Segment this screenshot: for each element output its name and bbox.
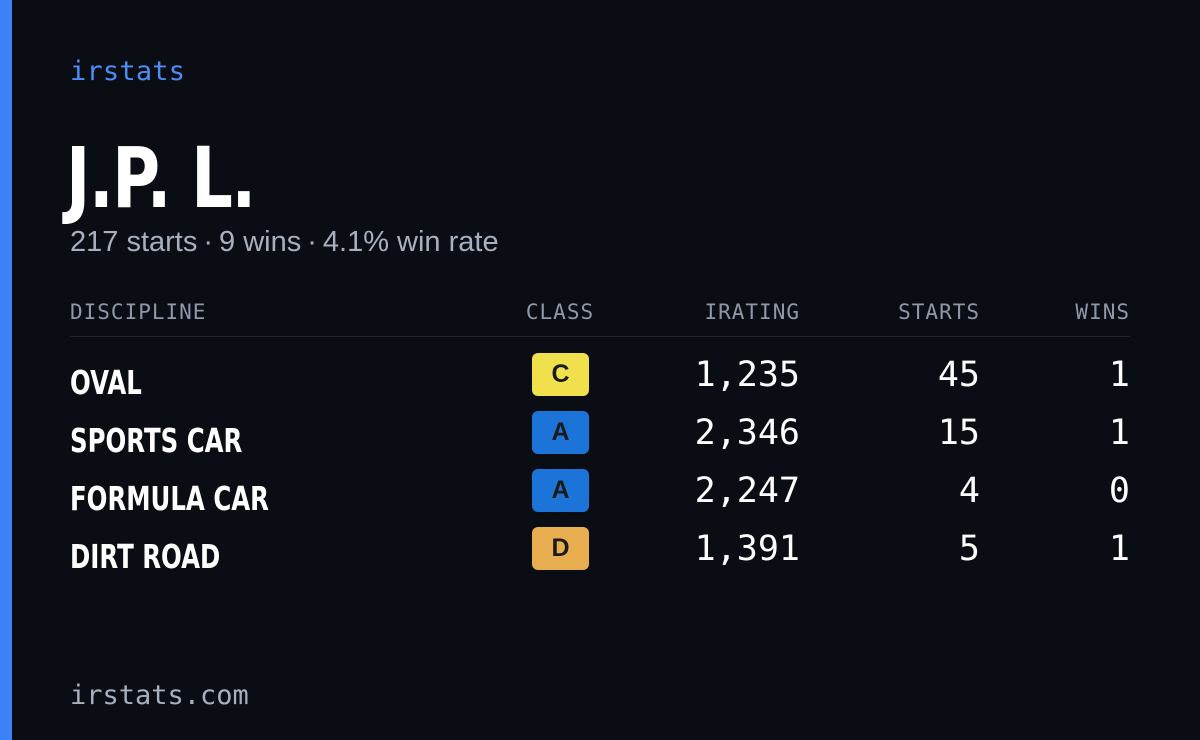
table-row: SPORTS CAR A 2,346 15 1 — [70, 411, 1130, 469]
wins-value: 1 — [1108, 413, 1130, 453]
summary-separator: · — [307, 226, 317, 258]
summary-win-rate: 4.1% win rate — [322, 226, 499, 258]
summary-wins: 9 wins — [219, 226, 302, 258]
table-row: DIRT ROAD D 1,391 5 1 — [70, 527, 1130, 585]
discipline-name: FORMULA CAR — [70, 479, 269, 518]
footer-url[interactable]: irstats.com — [70, 680, 249, 711]
table-header: DISCIPLINE CLASS IRATING STARTS WINS — [70, 296, 1130, 337]
starts-value: 4 — [958, 471, 980, 511]
starts-value: 5 — [958, 529, 980, 569]
header-starts: STARTS — [898, 300, 980, 324]
class-badge: D — [532, 527, 589, 570]
discipline-name: DIRT ROAD — [70, 537, 221, 576]
table-row: FORMULA CAR A 2,247 4 0 — [70, 469, 1130, 527]
class-badge: C — [532, 353, 589, 396]
table-body: OVAL C 1,235 45 1 SPORTS CAR A 2,346 15 … — [70, 353, 1130, 585]
irating-value: 1,391 — [694, 529, 800, 569]
driver-name: J.P. L. — [66, 129, 256, 227]
summary-separator: · — [203, 226, 214, 258]
starts-value: 45 — [937, 355, 980, 395]
header-irating: IRATING — [704, 300, 800, 324]
discipline-name: OVAL — [70, 363, 142, 402]
discipline-name: SPORTS CAR — [70, 421, 243, 460]
header-discipline: DISCIPLINE — [70, 300, 207, 324]
driver-summary: 217 starts · 9 wins · 4.1% win rate — [70, 226, 499, 259]
irating-value: 2,346 — [694, 413, 800, 453]
class-badge: A — [532, 469, 589, 512]
irating-value: 2,247 — [694, 471, 800, 511]
wins-value: 1 — [1108, 529, 1130, 569]
starts-value: 15 — [937, 413, 980, 453]
accent-bar — [0, 0, 12, 740]
table-row: OVAL C 1,235 45 1 — [70, 353, 1130, 411]
header-class-label: CLASS — [525, 300, 595, 324]
header-wins: WINS — [1075, 300, 1130, 324]
discipline-stats-table: DISCIPLINE CLASS IRATING STARTS WINS OVA… — [70, 296, 1130, 585]
irating-value: 1,235 — [694, 355, 800, 395]
summary-starts: 217 starts — [70, 226, 198, 258]
wins-value: 1 — [1108, 355, 1130, 395]
class-badge: A — [532, 411, 589, 454]
wins-value: 0 — [1108, 471, 1130, 511]
brand-logo-text[interactable]: irstats — [70, 56, 186, 87]
